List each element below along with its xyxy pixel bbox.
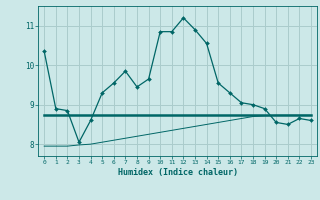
X-axis label: Humidex (Indice chaleur): Humidex (Indice chaleur) xyxy=(118,168,238,177)
